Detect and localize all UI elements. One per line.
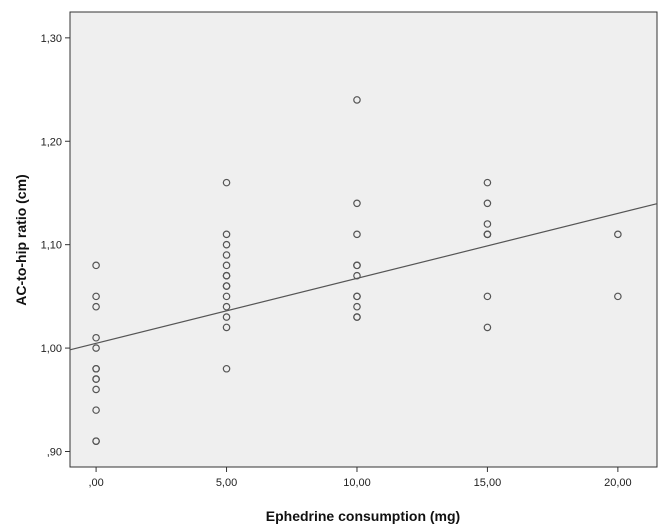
data-point: [92, 406, 100, 414]
data-point: [92, 344, 100, 352]
data-point: [483, 220, 492, 228]
y-tick-label: 1,10: [41, 240, 62, 252]
data-point: [222, 271, 231, 280]
data-point: [222, 313, 231, 321]
data-point: [483, 323, 492, 332]
y-axis-title: AC-to-hip ratio (cm): [13, 174, 29, 305]
data-point: [483, 292, 492, 301]
regression-line: [69, 203, 658, 351]
x-tick-label: 20,00: [604, 477, 632, 489]
data-point: [92, 333, 100, 342]
y-tick-label: ,90: [47, 446, 62, 458]
data-point: [92, 385, 100, 394]
data-point: [353, 199, 361, 208]
data-point: [222, 302, 231, 311]
data-point: [353, 292, 361, 301]
data-point: [92, 364, 100, 373]
data-point: [483, 199, 492, 208]
data-point: [222, 292, 231, 301]
data-point: [353, 302, 361, 311]
data-point: [353, 313, 361, 321]
data-point: [353, 271, 361, 280]
y-axis: ,90 1,00 1,10 1,20 1,30: [41, 33, 70, 458]
data-point: [222, 240, 231, 249]
data-point: [222, 364, 231, 373]
data-point: [222, 282, 231, 290]
data-point: [92, 375, 100, 383]
x-tick-label: 5,00: [216, 477, 237, 489]
data-point: [222, 261, 231, 270]
data-point: [92, 261, 100, 270]
data-point: [92, 292, 100, 301]
data-point: [222, 251, 231, 259]
x-tick-label: ,00: [88, 477, 103, 489]
y-tick-label: 1,20: [41, 136, 62, 148]
data-point: [353, 230, 361, 239]
data-point: [92, 302, 100, 311]
x-tick-label: 10,00: [343, 477, 371, 489]
x-axis: ,00 5,00 10,00 15,00 20,00: [88, 467, 632, 489]
y-tick-label: 1,00: [41, 343, 62, 355]
x-axis-title: Ephedrine consumption (mg): [266, 508, 460, 524]
data-point: [92, 437, 100, 445]
data-point: [483, 230, 492, 239]
data-points: [92, 96, 622, 445]
data-point: [222, 323, 231, 332]
data-point: [614, 230, 622, 239]
data-point: [483, 178, 492, 187]
data-point: [353, 261, 361, 270]
data-point: [222, 230, 231, 239]
y-tick-label: 1,30: [41, 33, 62, 45]
x-tick-label: 15,00: [474, 477, 502, 489]
data-point: [353, 96, 361, 104]
data-point: [614, 292, 622, 301]
data-point: [222, 178, 231, 187]
plot-area: [69, 11, 658, 468]
